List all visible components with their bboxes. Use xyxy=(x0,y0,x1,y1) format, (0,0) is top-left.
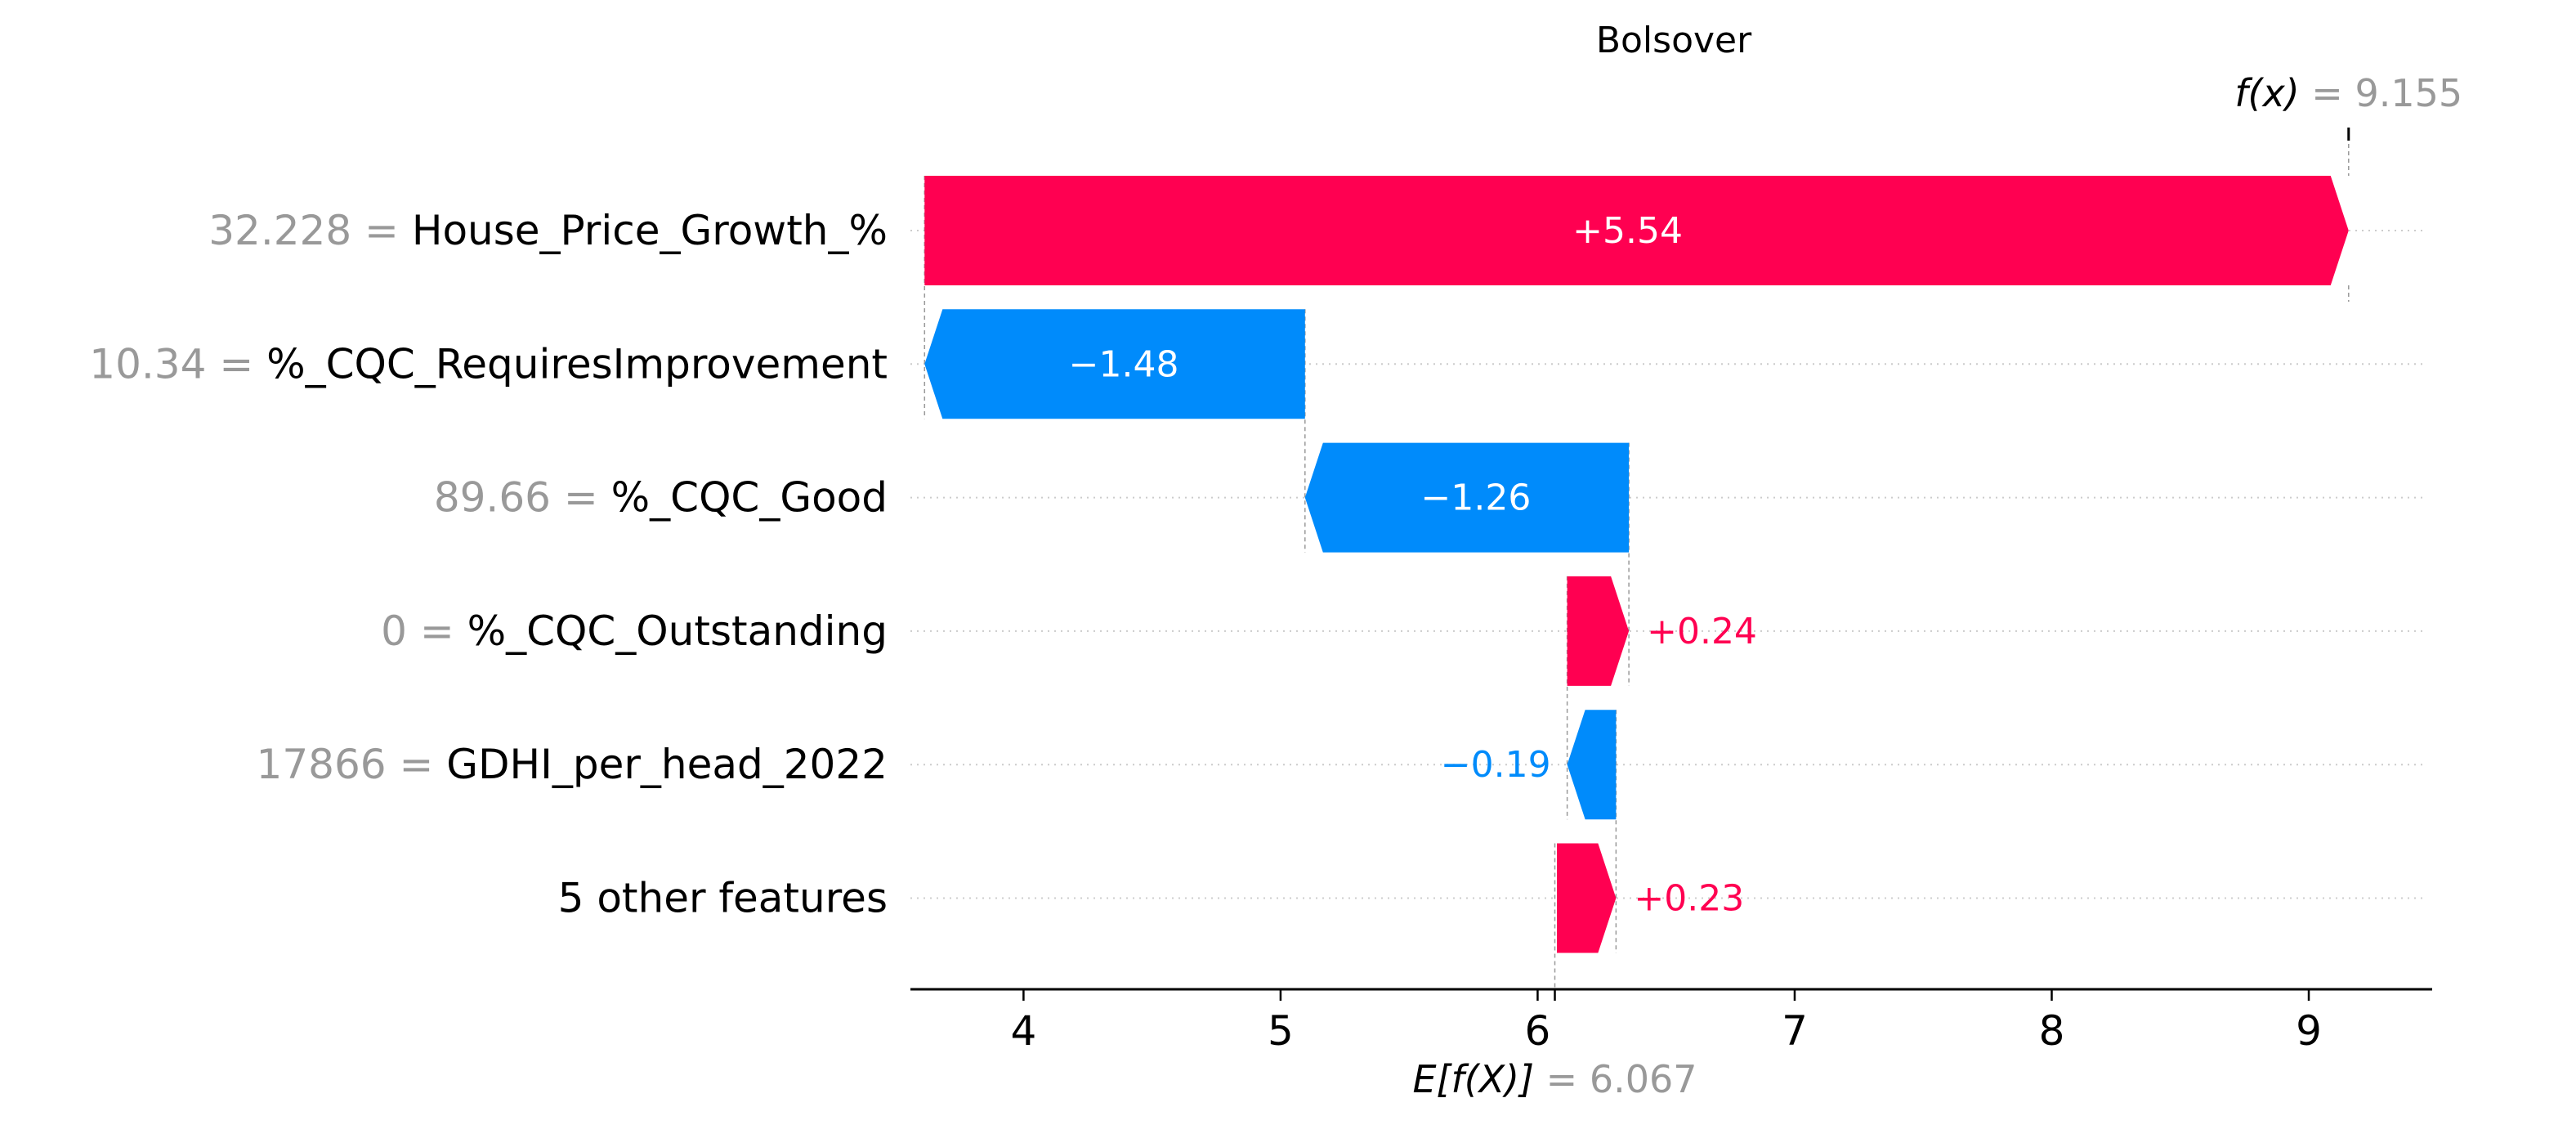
bar-negative xyxy=(1567,710,1617,820)
feature-value: 89.66 xyxy=(434,474,551,522)
fx-value: 9.155 xyxy=(2355,71,2462,115)
contribution-label: −1.26 xyxy=(1421,477,1532,519)
bars: +5.54 −1.48 −1.26 +0.24 −0.19 +0.23 xyxy=(924,176,2349,953)
feature-name: 5 other features xyxy=(558,875,888,922)
contribution-label: +0.23 xyxy=(1634,878,1744,920)
expected-value-annotation: E[f(X)] = 6.067 xyxy=(1412,1057,1697,1101)
contribution-label: +5.54 xyxy=(1572,210,1683,252)
x-axis: 4 5 6 7 8 9 xyxy=(910,988,2432,1055)
fx-annotation: f(x) = 9.155 xyxy=(2234,71,2462,141)
feature-label: 17866 = GDHI_per_head_2022 xyxy=(257,741,888,788)
chart-title: Bolsover xyxy=(1596,20,1752,61)
feature-name: House_Price_Growth_% xyxy=(412,207,888,254)
feature-name: GDHI_per_head_2022 xyxy=(446,741,888,788)
fx-name: f(x) xyxy=(2234,71,2299,115)
feature-name: %_CQC_Outstanding xyxy=(467,607,888,655)
contribution-label: −0.19 xyxy=(1441,744,1551,786)
bar-positive xyxy=(924,176,2349,285)
expected-name: E[f(X)] xyxy=(1412,1057,1534,1101)
expected-value: 6.067 xyxy=(1590,1057,1697,1101)
feature-name: %_CQC_Good xyxy=(611,474,888,522)
fx-label: f(x) = 9.155 xyxy=(2234,71,2462,115)
feature-label: 0 = %_CQC_Outstanding xyxy=(381,607,888,655)
feature-label: 89.66 = %_CQC_Good xyxy=(434,474,888,522)
x-tick-label: 9 xyxy=(2296,1007,2322,1055)
feature-label: 10.34 = %_CQC_RequiresImprovement xyxy=(89,340,888,388)
feature-label: 5 other features xyxy=(558,875,888,922)
feature-value: 10.34 xyxy=(89,340,206,388)
x-tick-label: 8 xyxy=(2039,1007,2065,1055)
bar-negative xyxy=(1304,442,1630,553)
feature-value: 0 xyxy=(381,607,407,655)
bar-positive xyxy=(1567,576,1630,686)
feature-name: %_CQC_RequiresImprovement xyxy=(266,340,888,388)
feature-value: 32.228 xyxy=(208,207,351,254)
bar-positive xyxy=(1557,843,1617,953)
x-tick-label: 6 xyxy=(1525,1007,1551,1055)
feature-value: 17866 xyxy=(257,741,387,788)
contribution-label: −1.48 xyxy=(1069,343,1179,385)
x-tick-label: 4 xyxy=(1010,1007,1036,1055)
x-tick-label: 5 xyxy=(1268,1007,1294,1055)
feature-label: 32.228 = House_Price_Growth_% xyxy=(208,207,888,254)
bar-negative xyxy=(924,309,1305,419)
x-tick-label: 7 xyxy=(1782,1007,1808,1055)
expected-label: E[f(X)] = 6.067 xyxy=(1412,1057,1697,1101)
contribution-label: +0.24 xyxy=(1647,611,1757,652)
feature-labels: 32.228 = House_Price_Growth_% 10.34 = %_C… xyxy=(89,207,888,922)
